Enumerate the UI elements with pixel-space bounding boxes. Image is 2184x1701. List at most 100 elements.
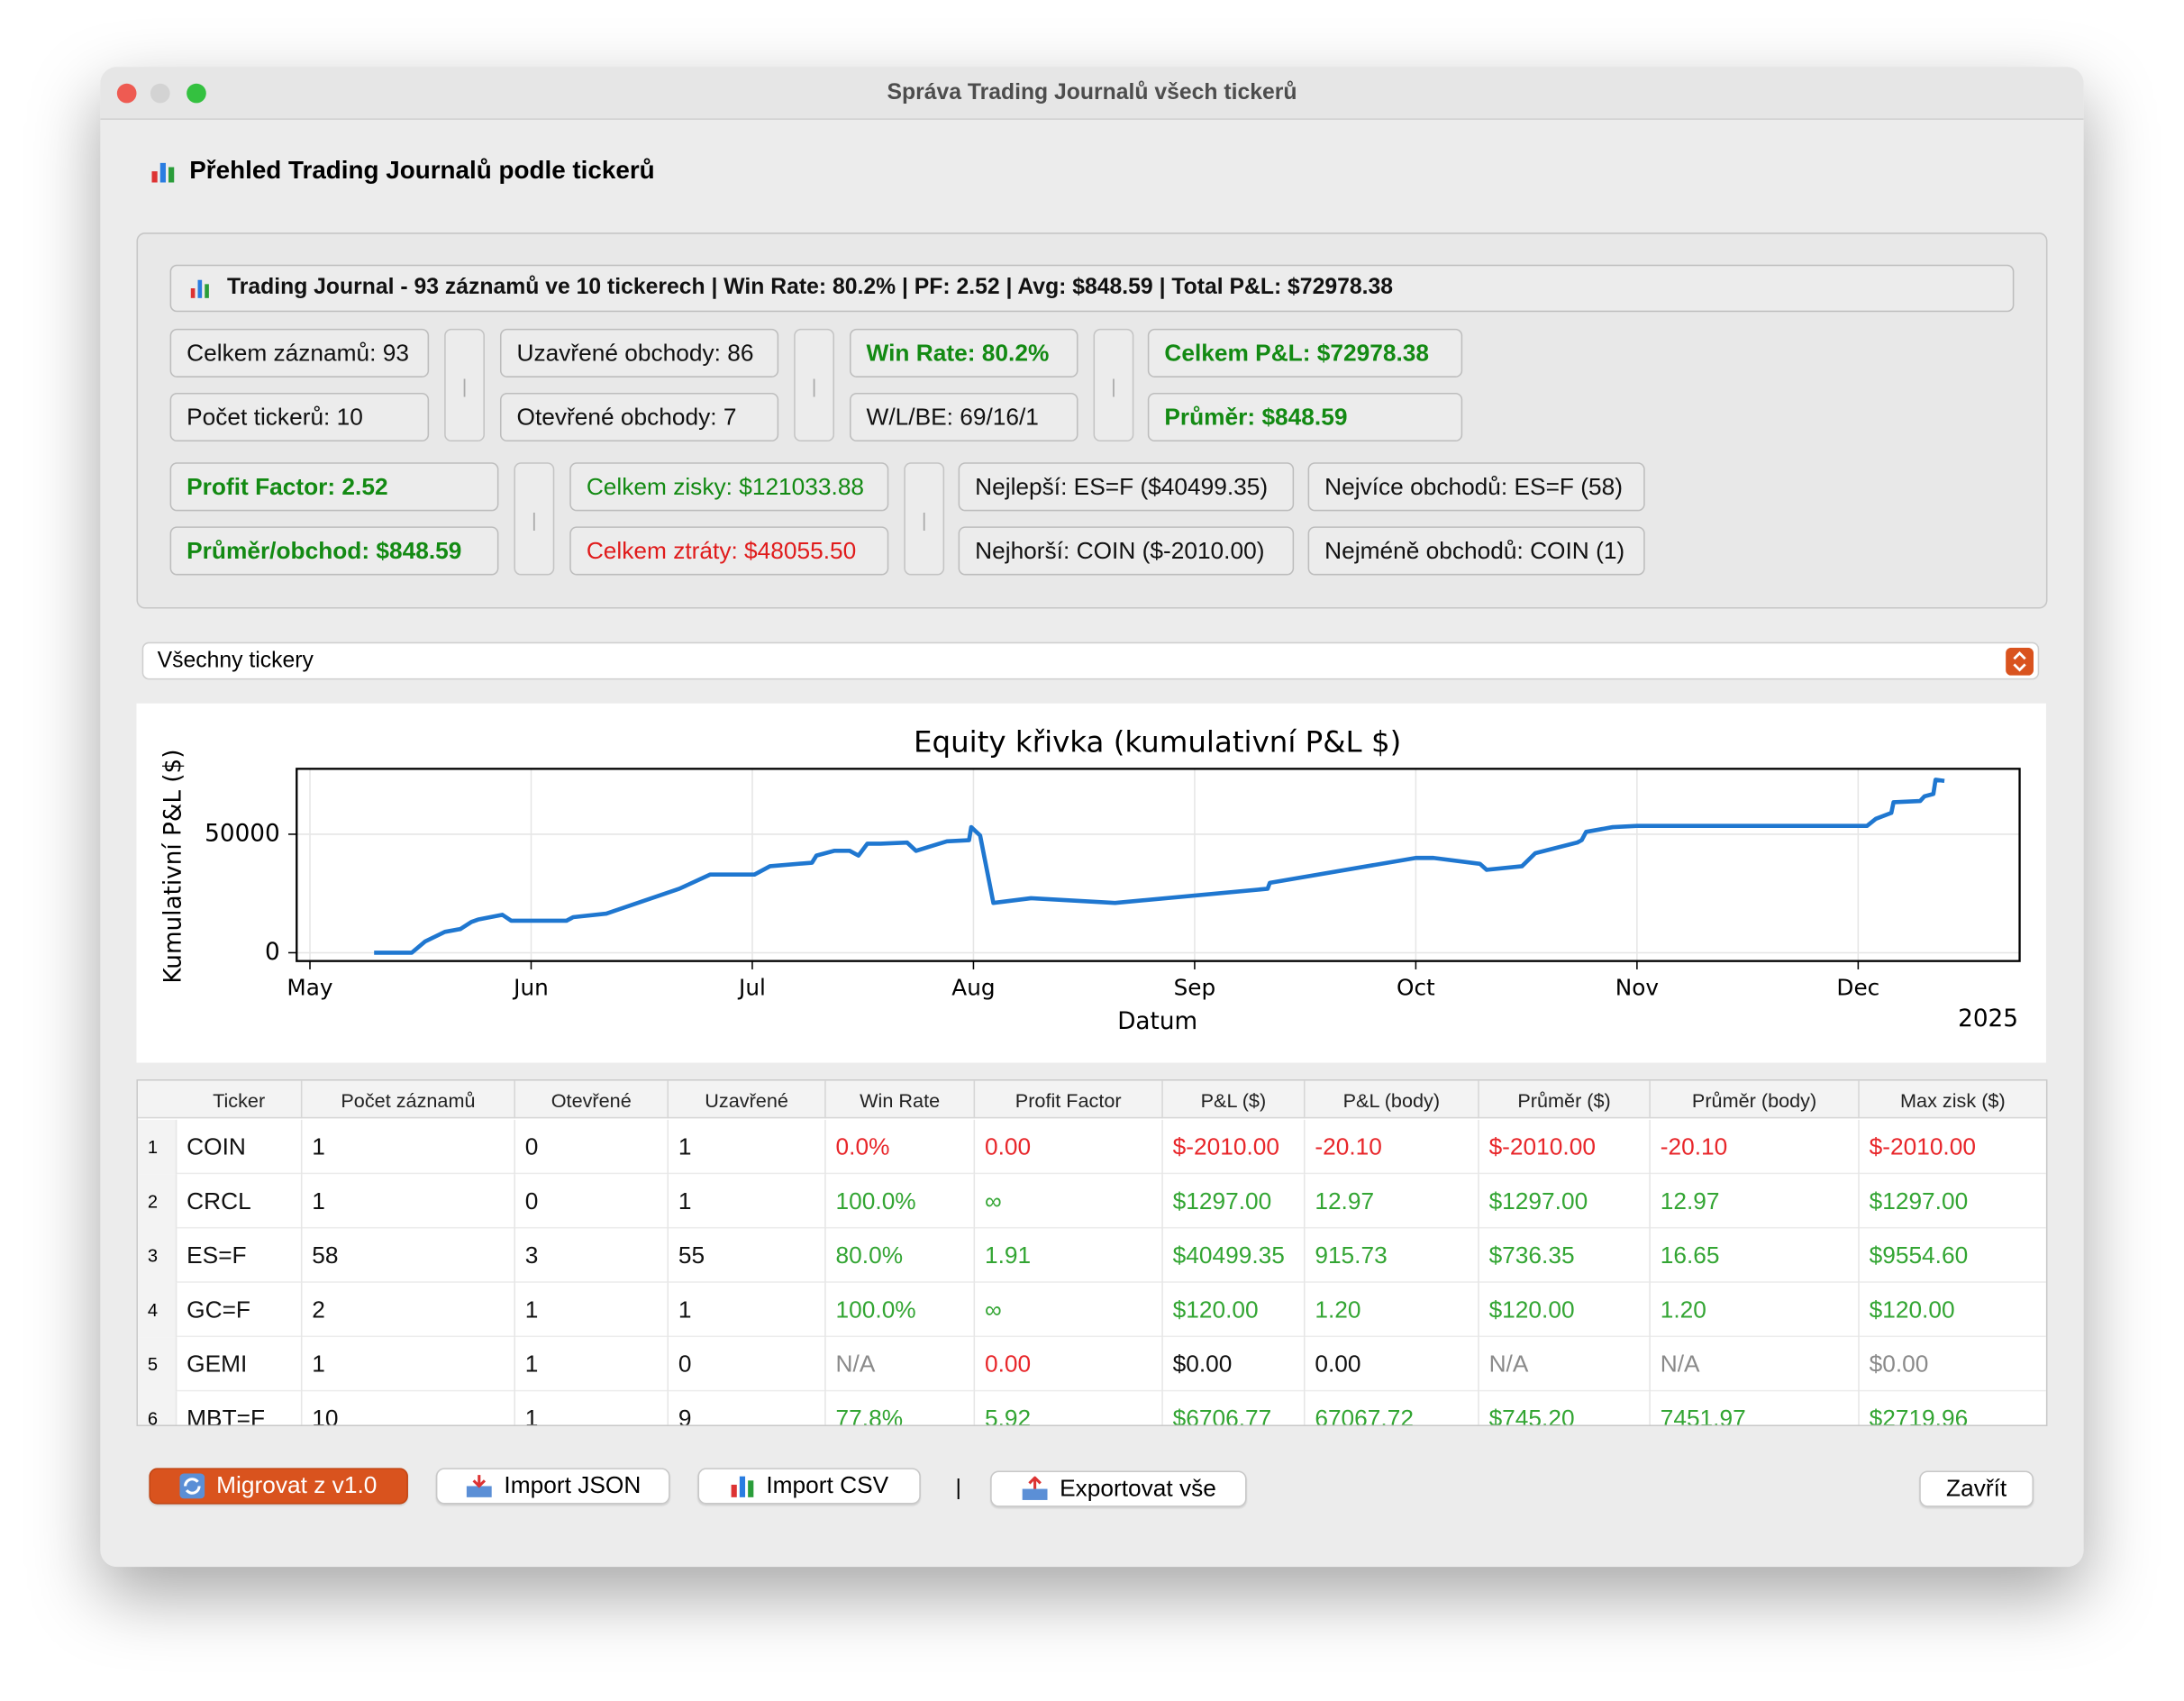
table-cell: 1 [302, 1119, 515, 1175]
summary-bar: Trading Journal - 93 záznamů ve 10 ticke… [169, 264, 2015, 313]
window-title: Správa Trading Journalů všech tickerů [887, 80, 1297, 105]
column-header: Win Rate [826, 1080, 976, 1119]
table-row [138, 1337, 2046, 1392]
stat: Uzavřené obchody: 86 [499, 328, 779, 377]
stat: Počet tickerů: 10 [169, 392, 430, 442]
stat: W/L/BE: 69/16/1 [849, 392, 1078, 442]
title-bar: Správa Trading Journalů všech tickerů [100, 67, 2084, 120]
table-cell: 1 [302, 1174, 515, 1229]
row-number: 3 [138, 1228, 177, 1283]
x-offset-label: 2025 [1958, 1005, 2018, 1032]
table-cell: $1297.00 [1860, 1174, 2046, 1228]
equity-chart: Equity křivka (kumulativní P&L $) Datum … [136, 703, 2046, 1063]
column-header: P&L (body) [1306, 1080, 1479, 1119]
table-cell: 0 [669, 1337, 826, 1392]
table-cell: ES=F [177, 1228, 303, 1283]
stat: Průměr: $848.59 [1147, 392, 1463, 442]
stat: Celkem záznamů: 93 [169, 328, 430, 377]
separator: | [955, 1476, 961, 1500]
separator: | [904, 462, 945, 576]
column-header: Průměr (body) [1651, 1080, 1860, 1119]
icon [179, 1473, 205, 1499]
column-header: Ticker [177, 1080, 303, 1119]
button-label: Migrovat z v1.0 [216, 1472, 378, 1499]
table-row [138, 1174, 2046, 1229]
table-cell: $1297.00 [1479, 1174, 1651, 1229]
icon [731, 1476, 754, 1497]
button-label: Import CSV [766, 1472, 889, 1499]
column-header: Profit Factor [975, 1080, 1163, 1119]
x-tick-label: Aug [951, 975, 995, 1001]
table-cell: 67067.72 [1306, 1391, 1479, 1425]
table-cell: $-2010.00 [1479, 1119, 1651, 1175]
export-button[interactable]: Exportovat vše [990, 1470, 1247, 1507]
stat: Profit Factor: 2.52 [169, 462, 499, 512]
separator: | [514, 462, 555, 576]
import-csv-button[interactable]: Import CSV [697, 1468, 921, 1505]
table-cell: 77.8% [826, 1391, 976, 1425]
column-header: Otevřené [515, 1080, 669, 1119]
x-tick-label: Oct [1397, 975, 1435, 1001]
y-tick-label: 0 [265, 939, 280, 966]
x-tick-label: Jun [512, 975, 549, 1001]
button-label: Zavřít [1946, 1475, 2007, 1502]
table-cell: $40499.35 [1163, 1228, 1306, 1283]
zoom-dot[interactable] [187, 83, 206, 104]
icon [466, 1475, 492, 1497]
y-tick-label: 50000 [205, 820, 280, 847]
table-cell: 1 [515, 1391, 669, 1425]
table-cell: $1297.00 [1163, 1174, 1306, 1229]
table-cell: 10 [302, 1391, 515, 1425]
table-cell: N/A [1479, 1337, 1651, 1392]
x-tick-label: Nov [1615, 975, 1659, 1001]
table-cell: 12.97 [1306, 1174, 1479, 1229]
table-cell: 100.0% [826, 1282, 976, 1338]
table-cell: ∞ [975, 1174, 1163, 1229]
table-cell: CRCL [177, 1174, 303, 1229]
migrate-button[interactable]: Migrovat z v1.0 [149, 1468, 408, 1505]
table-cell: $120.00 [1860, 1283, 2046, 1337]
ticker-dropdown[interactable]: Všechny tickery [141, 641, 2040, 680]
table-cell: 3 [515, 1228, 669, 1283]
window: Správa Trading Journalů všech tickerů Př… [100, 67, 2084, 1568]
separator: | [1093, 328, 1134, 442]
close-button[interactable]: Zavřít [1919, 1470, 2034, 1507]
x-axis-label: Datum [1117, 1008, 1197, 1035]
header-title: Přehled Trading Journalů podle tickerů [189, 156, 655, 185]
summary-text: Trading Journal - 93 záznamů ve 10 ticke… [226, 276, 1393, 300]
stat: Průměr/obchod: $848.59 [169, 526, 499, 576]
column-header: Max zisk ($) [1860, 1081, 2046, 1119]
table-cell: N/A [826, 1337, 976, 1392]
table-cell: 1 [515, 1337, 669, 1392]
ticker-table: Ticker Počet záznamů Otevřené Uzavřené Win R… [136, 1079, 2048, 1427]
table-cell: $120.00 [1479, 1282, 1651, 1338]
table-cell: 5.92 [975, 1391, 1163, 1425]
chart-icon [151, 162, 175, 183]
row-number: 2 [138, 1174, 177, 1229]
x-tick-label: Jul [737, 975, 766, 1001]
table-cell: 2 [302, 1282, 515, 1338]
separator: | [444, 328, 485, 442]
minimize-dot[interactable] [150, 83, 170, 104]
stat: Otevřené obchody: 7 [499, 392, 779, 442]
table-row [138, 1120, 2046, 1175]
plot-frame [296, 768, 2021, 962]
table-cell: $745.20 [1479, 1391, 1651, 1425]
table-cell: N/A [1651, 1337, 1860, 1392]
table-cell: 16.65 [1651, 1228, 1860, 1283]
table-cell: $-2010.00 [1163, 1119, 1306, 1175]
row-number: 6 [138, 1391, 177, 1425]
table-cell: 55 [669, 1228, 826, 1283]
table-cell: 1 [669, 1174, 826, 1229]
table-cell: 80.0% [826, 1228, 976, 1283]
chart-icon [190, 279, 209, 298]
close-dot[interactable] [116, 83, 137, 104]
import-json-button[interactable]: Import JSON [435, 1468, 670, 1505]
stat: Celkem zisky: $121033.88 [569, 462, 889, 512]
table-cell: 58 [302, 1228, 515, 1283]
column-header: Průměr ($) [1479, 1080, 1651, 1119]
icon [1022, 1476, 1048, 1500]
table-cell: 1.20 [1651, 1282, 1860, 1338]
table-cell: -20.10 [1651, 1119, 1860, 1175]
